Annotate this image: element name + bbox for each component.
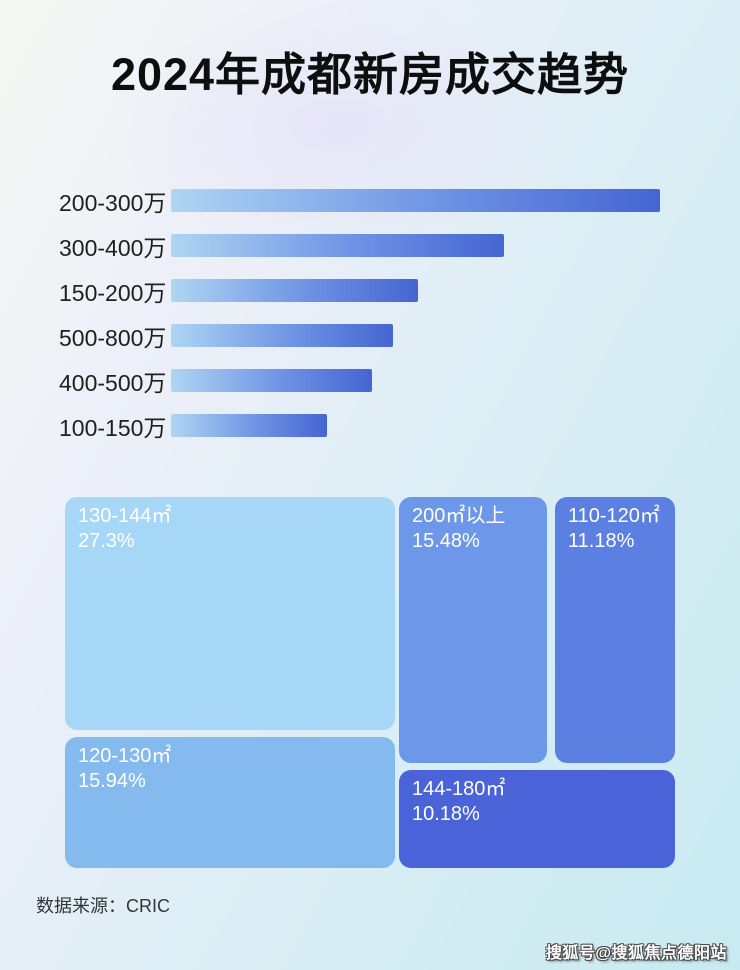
treemap-block-percent: 27.3% — [78, 530, 135, 552]
bar-fill — [171, 324, 393, 347]
bar-track — [171, 369, 660, 392]
treemap-block-130-144: 130-144㎡ 27.3% — [65, 497, 395, 730]
bar-label: 100-150万 — [59, 414, 167, 441]
bar-fill — [171, 369, 372, 392]
unit-size-treemap: 130-144㎡ 27.3% 200㎡以上 15.48% 110-120㎡ 11… — [65, 497, 675, 868]
bar-row-500-800: 500-800万 — [59, 324, 660, 351]
treemap-block-percent: 11.18% — [568, 530, 635, 552]
treemap-block-144-180: 144-180㎡ 10.18% — [399, 770, 675, 868]
bar-fill — [171, 234, 504, 257]
bar-row-150-200: 150-200万 — [59, 279, 660, 306]
bar-track — [171, 414, 660, 437]
bar-label: 150-200万 — [59, 279, 167, 306]
treemap-block-200-plus: 200㎡以上 15.48% — [399, 497, 547, 763]
treemap-block-label: 130-144㎡ — [78, 505, 172, 527]
treemap-block-110-120: 110-120㎡ 11.18% — [555, 497, 675, 763]
treemap-block-label: 120-130㎡ — [78, 745, 172, 767]
treemap-block-label: 200㎡以上 — [412, 505, 506, 527]
treemap-block-label: 110-120㎡ — [568, 505, 660, 527]
page-title: 2024年成都新房成交趋势 — [110, 49, 630, 100]
treemap-block-label: 144-180㎡ — [412, 778, 506, 800]
bar-row-100-150: 100-150万 — [59, 414, 660, 441]
bar-fill — [171, 279, 418, 302]
bar-track — [171, 279, 660, 302]
bar-fill — [171, 189, 660, 212]
bar-track — [171, 234, 660, 257]
bar-label: 400-500万 — [59, 369, 167, 396]
bar-row-400-500: 400-500万 — [59, 369, 660, 396]
bar-row-200-300: 200-300万 — [59, 189, 660, 216]
bar-label: 200-300万 — [59, 189, 167, 216]
bar-label: 500-800万 — [59, 324, 167, 351]
bar-track — [171, 324, 660, 347]
bar-track — [171, 189, 660, 212]
bar-label: 300-400万 — [59, 234, 167, 261]
bar-fill — [171, 414, 327, 437]
data-source-label: 数据来源：CRIC — [36, 896, 170, 916]
treemap-block-percent: 15.48% — [412, 530, 480, 552]
watermark-text: 搜狐号@搜狐焦点德阳站 — [545, 945, 727, 962]
bar-row-300-400: 300-400万 — [59, 234, 660, 261]
treemap-block-120-130: 120-130㎡ 15.94% — [65, 737, 395, 868]
treemap-block-percent: 10.18% — [412, 803, 480, 825]
treemap-block-percent: 15.94% — [78, 770, 146, 792]
